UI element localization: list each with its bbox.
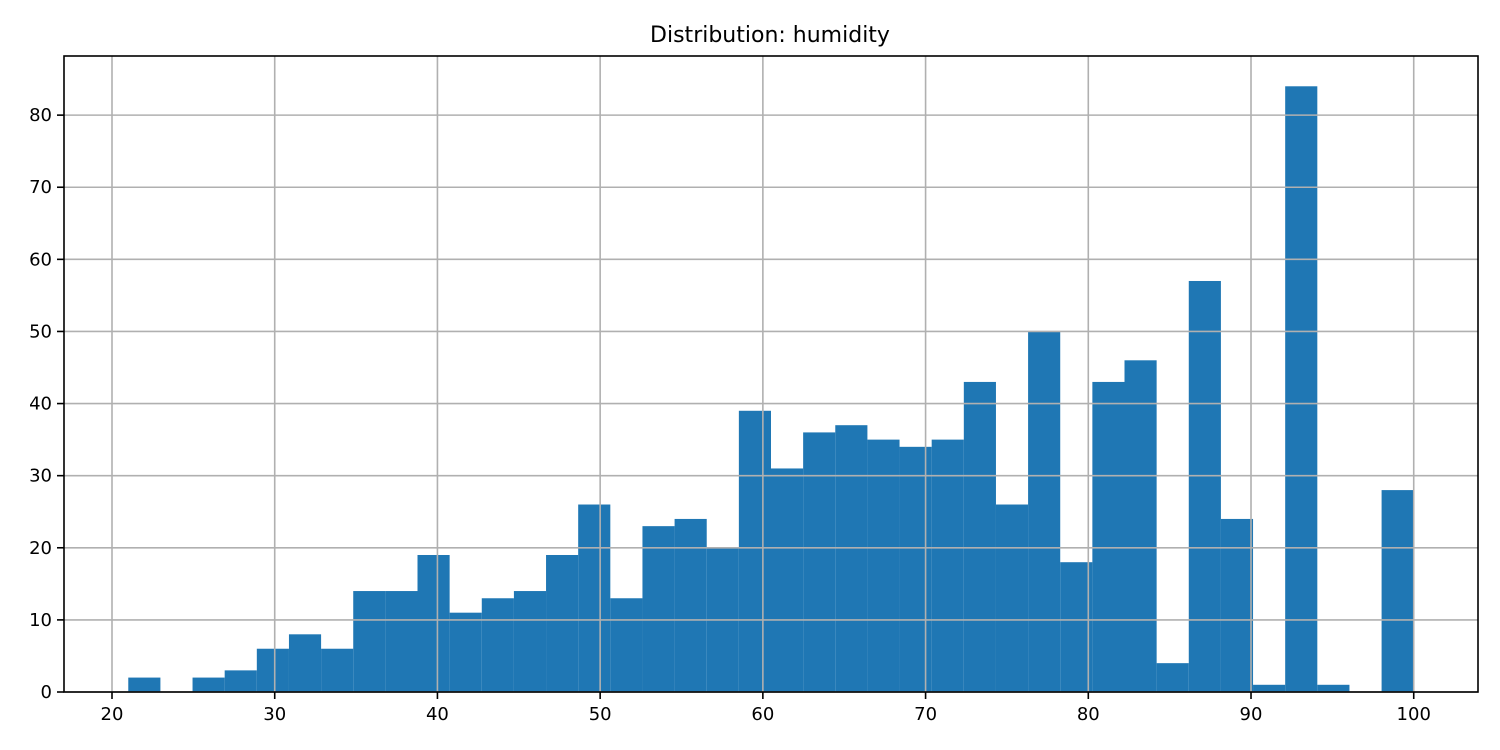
histogram-bar	[1092, 381, 1125, 692]
y-tick-label: 80	[29, 105, 52, 126]
plot-frame	[63, 55, 1479, 693]
histogram-bar	[1156, 663, 1189, 692]
histogram-bar	[353, 591, 386, 692]
histogram-bar	[128, 677, 161, 692]
histogram-bar	[899, 446, 932, 692]
histogram-bar	[321, 648, 354, 692]
histogram-bar	[578, 504, 611, 692]
x-tick-label: 50	[589, 704, 612, 725]
histogram-bar	[256, 648, 289, 692]
histogram-bar	[931, 439, 964, 692]
histogram-bar	[835, 425, 868, 692]
x-tick-label: 100	[1397, 704, 1431, 725]
axes	[57, 55, 1479, 699]
histogram-bar	[995, 504, 1029, 692]
histogram-bar	[481, 598, 514, 692]
histogram-bar	[513, 591, 547, 692]
histogram-bar	[803, 432, 836, 692]
histogram-bar	[1060, 562, 1093, 692]
x-tick-label: 60	[751, 704, 774, 725]
histogram-bars	[128, 86, 1414, 693]
x-tick-label: 80	[1077, 704, 1100, 725]
y-tick-label: 70	[29, 177, 52, 198]
histogram-bar	[224, 670, 257, 692]
histogram-bar	[1028, 331, 1061, 692]
y-tick-label: 60	[29, 249, 52, 270]
x-tick-label: 20	[101, 704, 124, 725]
histogram-bar	[1188, 280, 1221, 692]
y-tick-label: 40	[29, 394, 52, 415]
y-tick-label: 30	[29, 466, 52, 487]
histogram-bar	[1381, 490, 1414, 692]
histogram-bar	[674, 518, 707, 692]
x-tick-label: 40	[426, 704, 449, 725]
histogram-bar	[642, 526, 675, 692]
histogram-bar	[963, 381, 996, 692]
y-tick-label: 10	[29, 610, 52, 631]
histogram-bar	[417, 554, 450, 692]
histogram-bar	[771, 468, 804, 692]
histogram-bar	[546, 554, 579, 692]
y-tick-label: 0	[41, 682, 52, 703]
y-tick-label: 50	[29, 321, 52, 342]
chart-title: Distribution: humidity	[650, 23, 890, 48]
histogram-bar	[449, 612, 482, 692]
histogram-bar	[867, 439, 900, 692]
y-tick-label: 20	[29, 538, 52, 559]
histogram-bar	[385, 591, 418, 692]
histogram-bar	[1253, 684, 1286, 692]
histogram-bar	[610, 598, 643, 692]
histogram-bar	[1285, 86, 1318, 693]
x-tick-label: 70	[914, 704, 937, 725]
histogram-bar	[192, 677, 225, 692]
x-tick-label: 30	[263, 704, 286, 725]
histogram-bar	[1317, 684, 1350, 692]
x-tick-label: 90	[1240, 704, 1263, 725]
histogram-bar	[1124, 360, 1157, 692]
histogram-bar	[288, 634, 322, 692]
tick-labels: 20 30 40 50 60 70 80 90 100 0 10 20 30 40 50 60 70 80	[29, 105, 1431, 725]
histogram-bar	[1220, 518, 1254, 692]
histogram-bar	[738, 410, 771, 692]
grid-lines	[64, 56, 1478, 693]
